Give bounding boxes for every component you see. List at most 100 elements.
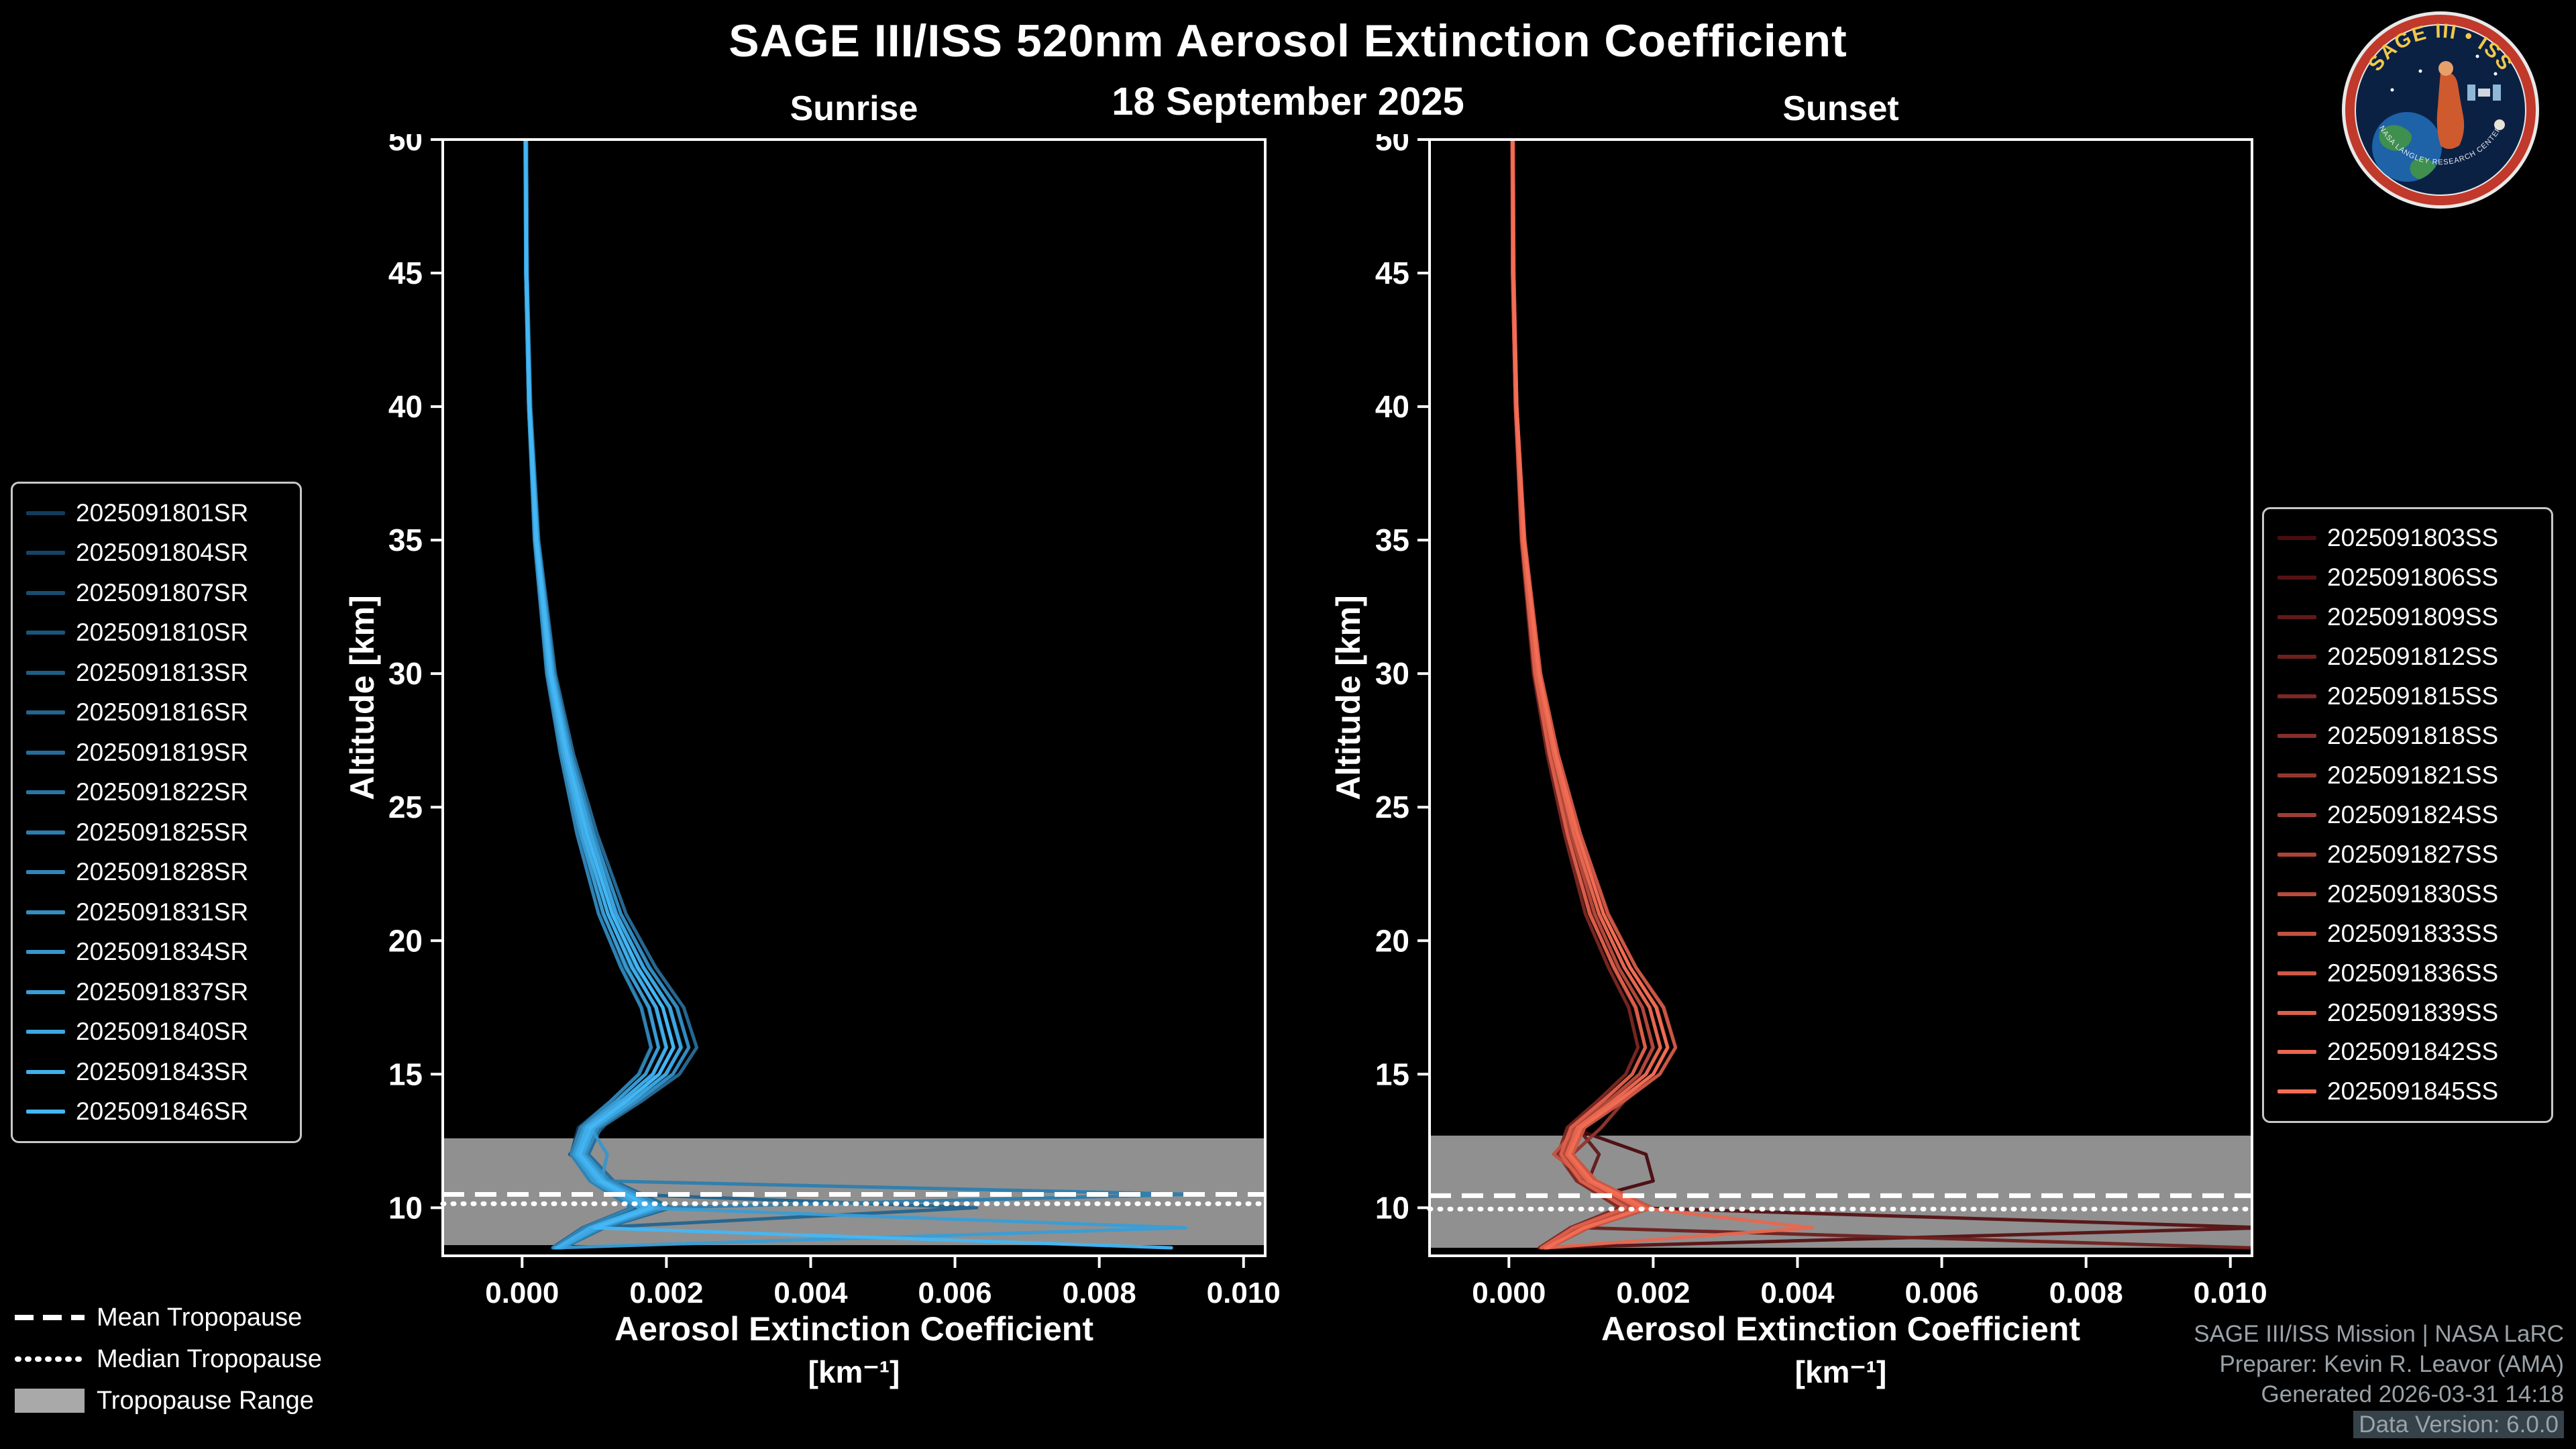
x-tick-label: 0.008 [2049,1277,2123,1309]
y-tick-label: 30 [388,656,423,691]
legend-item: 2025091809SS [2277,598,2538,637]
legend-item: 2025091807SR [26,574,286,612]
legend-line-sample [2277,1089,2316,1094]
y-tick-label: 40 [1375,389,1409,424]
legend-line-sample [2277,576,2316,580]
legend-item: 2025091837SR [26,973,286,1012]
x-tick-label: 0.006 [918,1277,992,1309]
logo-moon-icon [2494,119,2505,130]
legend-line-sample [26,631,65,635]
profile-line [1511,140,1670,1250]
mean-tropopause-legend-item: Mean Tropopause [15,1300,322,1335]
legend-label: 2025091807SR [76,578,249,606]
legend-label: 2025091816SR [76,698,249,727]
legend-label: 2025091804SR [76,539,249,567]
y-tick-label: 10 [388,1190,423,1225]
legend-label: 2025091812SS [2327,643,2499,671]
legend-line-sample [26,830,65,835]
legend-label: 2025091842SS [2327,1038,2499,1066]
profile-line [523,140,653,1250]
x-tick-label: 0.004 [1760,1277,1835,1309]
logo-star-icon [2493,72,2498,76]
legend-line-sample [2277,1010,2316,1015]
logo-star-icon [2475,54,2479,58]
panel-title-sunset: Sunset [1782,89,1899,128]
legend-label: 2025091818SS [2327,722,2499,750]
sunrise-legend: 2025091801SR 2025091804SR 2025091807SR 2025… [11,482,302,1143]
page-date: 18 September 2025 [1112,80,1464,123]
legend-label: 2025091834SR [76,938,249,966]
sunset-chart: 0.000 0.002 0.004 0.006 0.008 0.010 10 15 20 25 30… [1375,134,2267,1309]
legend-item: 2025091827SS [2277,835,2538,874]
legend-line-sample [26,710,65,715]
legend-line-sample [2277,931,2316,936]
sunrise-x-axis-label: Aerosol Extinction Coefficient [614,1310,1093,1348]
footer-generated: Generated 2026-03-31 14:18 [2261,1381,2564,1407]
plot-frame [441,138,1267,1257]
legend-line-sample [26,1069,65,1074]
x-tick-label: 0.004 [773,1277,848,1309]
legend-line-sample [2277,892,2316,896]
sunset-x-axis-unit: [km⁻¹] [1794,1354,1887,1389]
legend-line-sample [2277,694,2316,699]
legend-label: 2025091825SR [76,818,249,846]
range-patch-icon [15,1389,85,1413]
x-tick-label: 0.000 [1472,1277,1546,1309]
panel-title-sunrise: Sunrise [790,89,918,128]
legend-line-sample [2277,655,2316,659]
profile-line [524,140,979,1250]
sunrise-chart: 0.000 0.002 0.004 0.006 0.008 0.010 10 15 20 25 30… [388,134,1281,1309]
legend-item: 2025091824SS [2277,796,2538,835]
legend-label: 2025091843SR [76,1057,249,1085]
legend-line-sample [2277,536,2316,541]
sunrise-x-axis-unit: [km⁻¹] [808,1354,900,1389]
legend-item: 2025091803SS [2277,519,2538,557]
page-title: SAGE III/ISS 520nm Aerosol Extinction Co… [729,15,1847,66]
legend-item: 2025091843SR [26,1053,286,1091]
sage-iii-iss-logo: SAGE III • ISS NASA LANGLEY RESEARCH CEN… [2342,11,2539,209]
legend-label: 2025091813SR [76,658,249,686]
legend-item: 2025091828SR [26,853,286,892]
y-tick-label: 40 [388,389,423,424]
legend-item: 2025091815SS [2277,677,2538,716]
y-tick-label: 35 [1375,523,1409,557]
legend-line-sample [26,670,65,675]
legend-label: 2025091824SS [2327,800,2499,828]
x-tick-label: 0.006 [1905,1277,1979,1309]
legend-label: 2025091830SS [2327,879,2499,908]
legend-label: 2025091831SR [76,898,249,926]
legend-item: 2025091831SR [26,893,286,932]
tropopause-range-label: Tropopause Range [97,1386,314,1415]
median-tropopause-label: Median Tropopause [97,1344,322,1373]
legend-line-sample [26,750,65,755]
legend-line-sample [2277,812,2316,817]
profile-line [524,140,1173,1250]
logo-figure [2436,72,2465,149]
profile-line [1511,140,1655,1250]
legend-item: 2025091839SS [2277,994,2538,1032]
legend-item: 2025091846SR [26,1092,286,1131]
tropopause-range-legend-item: Tropopause Range [15,1383,322,1418]
legend-line-sample [26,1110,65,1114]
y-tick-label: 35 [388,523,423,557]
legend-label: 2025091821SS [2327,761,2499,789]
legend-label: 2025091827SS [2327,840,2499,868]
dotted-line-icon [15,1356,85,1362]
footer-preparer: Preparer: Kevin R. Leavor (AMA) [2219,1351,2564,1377]
x-tick-label: 0.002 [629,1277,703,1309]
legend-item: 2025091822SR [26,773,286,812]
y-tick-label: 50 [1375,134,1409,157]
x-tick-label: 0.008 [1063,1277,1136,1309]
legend-label: 2025091840SR [76,1018,249,1046]
profile-line [1510,140,1640,1250]
x-tick-label: 0.002 [1616,1277,1690,1309]
legend-label: 2025091803SS [2327,524,2499,552]
legend-label: 2025091815SS [2327,682,2499,710]
profile-line [524,140,668,1250]
logo-star-icon [2390,88,2394,92]
legend-label: 2025091819SR [76,738,249,766]
legend-label: 2025091809SS [2327,603,2499,631]
legend-item: 2025091830SS [2277,875,2538,914]
median-tropopause-legend-item: Median Tropopause [15,1342,322,1377]
